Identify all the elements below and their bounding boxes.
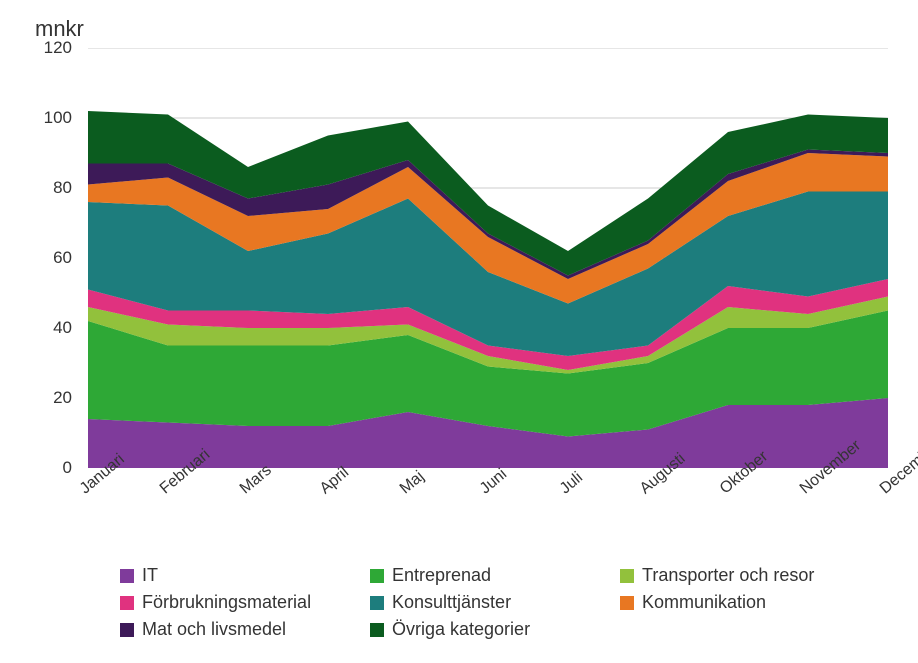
- legend-swatch: [120, 596, 134, 610]
- legend-item: IT: [120, 565, 370, 586]
- y-tick: 100: [44, 108, 72, 128]
- legend-swatch: [620, 569, 634, 583]
- x-tick: Juni: [477, 466, 511, 499]
- x-axis: JanuariFebruariMarsAprilMajJuniJuliAugus…: [88, 472, 888, 542]
- legend-item: Kommunikation: [620, 592, 870, 613]
- chart-svg: [88, 48, 888, 468]
- legend-item: Entreprenad: [370, 565, 620, 586]
- legend-label: Förbrukningsmaterial: [142, 592, 311, 613]
- y-tick: 120: [44, 38, 72, 58]
- y-tick: 80: [53, 178, 72, 198]
- plot-area: [88, 48, 888, 468]
- legend-label: Mat och livsmedel: [142, 619, 286, 640]
- x-tick: Maj: [397, 468, 428, 498]
- legend-label: IT: [142, 565, 158, 586]
- x-tick: Juli: [557, 469, 587, 498]
- x-tick: April: [317, 464, 353, 498]
- legend-swatch: [620, 596, 634, 610]
- y-tick: 0: [63, 458, 72, 478]
- legend-label: Entreprenad: [392, 565, 491, 586]
- legend: IT Entreprenad Transporter och resor Förbru…: [120, 562, 890, 643]
- legend-label: Konsulttjänster: [392, 592, 511, 613]
- legend-item: Förbrukningsmaterial: [120, 592, 370, 613]
- legend-swatch: [370, 623, 384, 637]
- legend-label: Transporter och resor: [642, 565, 814, 586]
- legend-swatch: [370, 596, 384, 610]
- y-tick: 40: [53, 318, 72, 338]
- legend-item: Konsulttjänster: [370, 592, 620, 613]
- legend-item: Transporter och resor: [620, 565, 870, 586]
- legend-swatch: [120, 623, 134, 637]
- y-tick: 60: [53, 248, 72, 268]
- y-axis: 020406080100120: [30, 48, 80, 468]
- legend-item: Mat och livsmedel: [120, 619, 370, 640]
- legend-label: Kommunikation: [642, 592, 766, 613]
- legend-swatch: [370, 569, 384, 583]
- y-tick: 20: [53, 388, 72, 408]
- stacked-area-chart: mnkr 020406080100120 JanuariFebruariMars…: [30, 20, 890, 500]
- legend-item: Övriga kategorier: [370, 619, 620, 640]
- legend-label: Övriga kategorier: [392, 619, 530, 640]
- legend-swatch: [120, 569, 134, 583]
